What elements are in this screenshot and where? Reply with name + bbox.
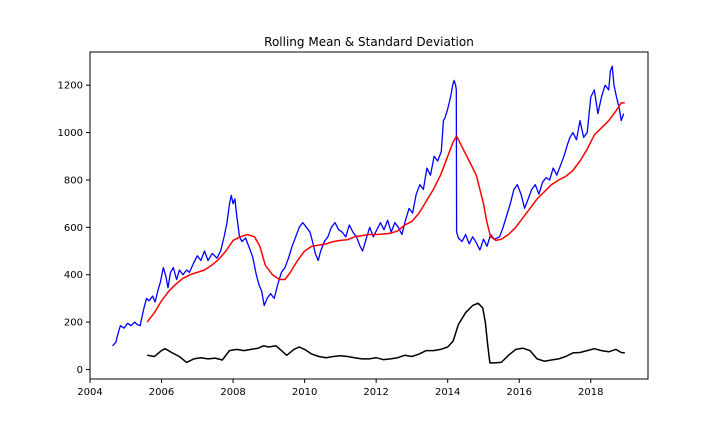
chart-title: Rolling Mean & Standard Deviation — [264, 35, 474, 49]
series-line-rolling-std — [147, 302, 625, 364]
x-tick-label: 2014 — [435, 387, 460, 398]
x-tick-label: 2004 — [77, 387, 102, 398]
series-layer — [112, 65, 625, 364]
y-tick-label: 600 — [64, 223, 83, 234]
y-axis: 0 200 400 600 800 1000 1200 — [58, 81, 90, 376]
y-tick-label: 800 — [64, 175, 83, 186]
x-tick-label: 2010 — [292, 387, 317, 398]
plot-frame — [89, 51, 649, 380]
x-tick-label: 2016 — [507, 387, 532, 398]
y-tick-label: 1200 — [58, 81, 83, 92]
y-tick-label: 1000 — [58, 128, 83, 139]
x-tick-label: 2006 — [149, 387, 174, 398]
x-tick-label: 2012 — [363, 387, 388, 398]
x-tick-label: 2008 — [220, 387, 245, 398]
y-tick-label: 0 — [77, 365, 83, 376]
x-axis: 2004 2006 2008 2010 2012 2014 2016 2018 — [77, 379, 603, 398]
series-line-rolling-mean — [146, 102, 625, 323]
y-tick-label: 200 — [64, 318, 83, 329]
series-line-original — [112, 65, 625, 347]
y-tick-label: 400 — [64, 270, 83, 281]
x-tick-label: 2018 — [578, 387, 603, 398]
